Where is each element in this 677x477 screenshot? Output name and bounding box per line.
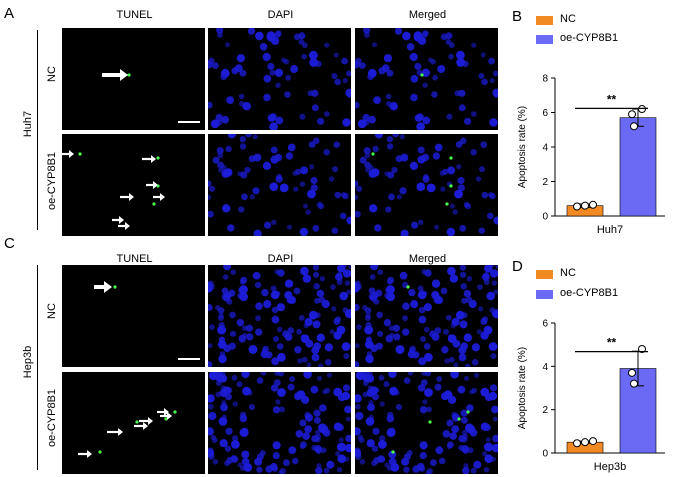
arrow-icon <box>148 417 153 425</box>
legend-label-nc: NC <box>560 267 576 279</box>
y-tick-label: 4 <box>542 143 548 154</box>
bar-chart-huh7: 0 2 4 6 8 Apoptosis rate (%) Huh7 ** <box>517 74 665 236</box>
arrow-icon <box>119 216 124 224</box>
group-label-huh7: Huh7 <box>22 110 34 138</box>
row-label-nc: NC <box>46 66 58 82</box>
arrow-icon <box>87 450 92 458</box>
y-tick-label: 2 <box>542 177 548 188</box>
data-point <box>630 122 638 131</box>
tunel-image <box>62 134 205 236</box>
data-point <box>581 201 589 210</box>
y-tick-label: 2 <box>542 405 548 416</box>
arrow-icon <box>104 281 112 293</box>
arrow-icon <box>118 428 123 436</box>
bar-chart-hep3b: 0 2 4 6 Apoptosis rate (%) Hep3b ** <box>517 319 665 473</box>
legend-swatch-oe <box>536 35 553 44</box>
merged-image <box>355 134 498 236</box>
dapi-image <box>208 134 351 236</box>
bar-oe <box>619 117 657 217</box>
arrow-icon <box>143 422 148 430</box>
y-axis-label: Apoptosis rate (%) <box>517 347 528 429</box>
y-tick-label: 0 <box>542 212 548 223</box>
bar-oe <box>619 368 657 454</box>
arrow-icon <box>160 193 165 201</box>
col-title-dapi: DAPI <box>267 253 294 265</box>
data-point <box>630 379 638 388</box>
dapi-image <box>208 265 351 367</box>
group-bracket <box>37 265 38 470</box>
dapi-image <box>208 28 351 130</box>
y-tick-label: 4 <box>542 362 548 373</box>
panel-label-d: D <box>512 258 523 275</box>
x-axis-label: Hep3b <box>594 461 626 473</box>
data-point <box>573 439 581 448</box>
data-point <box>638 105 646 114</box>
arrow-icon <box>164 408 169 416</box>
data-point <box>589 200 597 209</box>
arrow-icon <box>125 222 130 230</box>
legend-swatch-nc <box>536 270 553 279</box>
col-title-merged: Merged <box>408 9 447 21</box>
merged-image <box>355 265 498 367</box>
tunel-image <box>62 372 205 474</box>
tunel-image <box>62 28 205 130</box>
y-tick-label: 0 <box>542 449 548 460</box>
tunel-image <box>62 265 205 367</box>
y-axis-label: Apoptosis rate (%) <box>517 106 528 188</box>
row-label-oe: oe-CYP8B1 <box>46 388 58 448</box>
data-point <box>589 437 597 446</box>
col-title-tunel: TUNEL <box>116 9 153 21</box>
col-title-dapi: DAPI <box>267 9 294 21</box>
significance-label: ** <box>607 336 617 350</box>
y-tick-label: 8 <box>542 74 548 85</box>
arrow-icon <box>69 150 74 158</box>
data-point <box>638 345 646 353</box>
arrow-icon <box>167 412 172 420</box>
legend-swatch-nc <box>536 16 553 25</box>
y-tick-label: 6 <box>542 108 548 119</box>
data-point <box>573 202 581 211</box>
x-axis-label: Huh7 <box>597 224 623 236</box>
legend-label-nc: NC <box>560 13 576 25</box>
panel-label-b: B <box>512 8 523 25</box>
panel-label-c: C <box>4 235 15 252</box>
legend-label-oe: oe-CYP8B1 <box>560 32 619 44</box>
data-point <box>581 438 589 447</box>
arrow-icon <box>151 155 156 163</box>
merged-image <box>355 28 498 130</box>
row-label-nc: NC <box>46 303 58 319</box>
panel-label-a: A <box>4 5 15 22</box>
arrow-icon <box>153 181 158 189</box>
group-label-hep3b: Hep3b <box>22 345 34 379</box>
legend-swatch-oe <box>536 290 553 299</box>
data-point <box>628 110 636 119</box>
y-tick-label: 6 <box>542 319 548 330</box>
col-title-merged: Merged <box>408 253 447 265</box>
data-point <box>628 368 636 377</box>
dapi-image <box>208 372 351 474</box>
arrow-icon <box>129 193 134 201</box>
row-label-oe: oe-CYP8B1 <box>46 151 58 211</box>
legend-label-oe: oe-CYP8B1 <box>560 287 619 299</box>
arrow-icon <box>120 69 128 81</box>
group-bracket <box>37 30 38 230</box>
merged-image <box>355 372 498 474</box>
col-title-tunel: TUNEL <box>116 253 153 265</box>
significance-label: ** <box>607 92 617 106</box>
